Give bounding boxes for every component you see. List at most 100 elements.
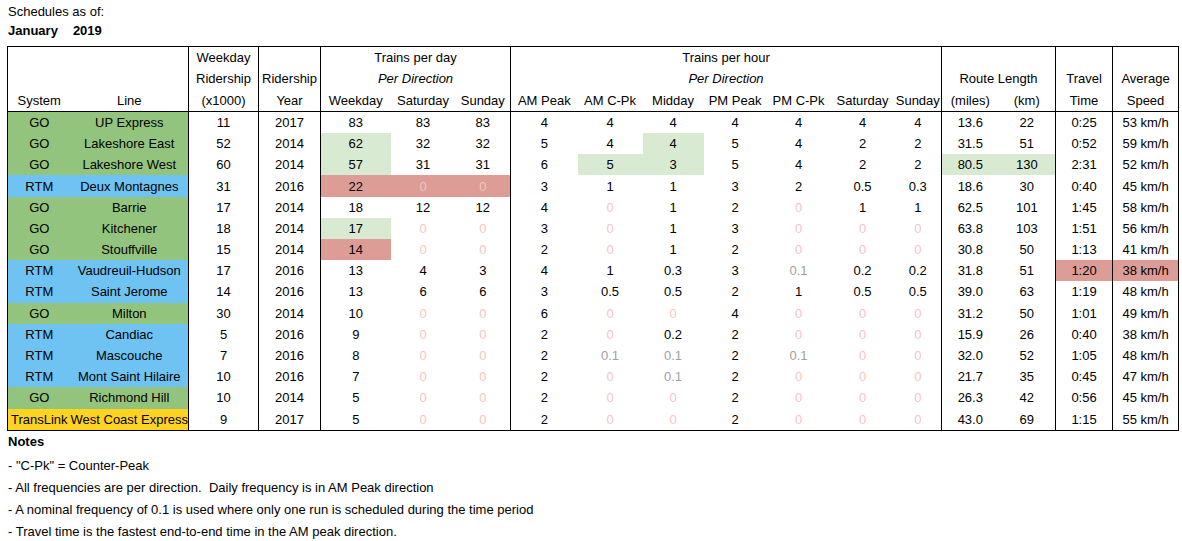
system-cell: RTM [8,366,71,387]
system-cell: TransLink [8,409,71,431]
header-travel-line2: Time [1056,90,1113,112]
data-cell: 2017 [259,409,321,431]
data-cell: 8 [321,345,391,366]
data-cell: 26.3 [942,387,999,408]
system-cell: RTM [8,260,71,281]
data-cell: 22 [321,175,391,196]
data-cell: 0 [578,387,643,408]
header-trains-per-day: Trains per day [321,47,511,69]
data-cell: 7 [321,366,391,387]
data-cell: 5 [578,154,643,175]
data-cell: 9 [321,324,391,345]
data-cell: 62 [321,133,391,154]
table-row: GOLakeshore East522014623232544542231.55… [8,133,1179,154]
data-cell: 1:15 [1056,409,1113,431]
system-cell: GO [8,111,71,133]
data-cell: 0 [391,345,456,366]
data-cell: 83 [321,111,391,133]
header-year-line1: Ridership [259,68,321,89]
line-cell: Stouffville [71,239,189,260]
data-cell: 2 [511,239,578,260]
data-cell: 0 [767,303,831,324]
table-row: GOLakeshore West602014573131653542280.51… [8,154,1179,175]
data-cell: 51 [999,260,1056,281]
table-row: RTMSaint Jerome142016136630.50.5210.50.5… [8,281,1179,302]
line-cell: Deux Montagnes [71,175,189,196]
data-cell: 1:01 [1056,303,1113,324]
header-hour-pm-peak: PM Peak [704,90,767,112]
header-row-1: Weekday Trains per day Trains per hour [8,47,1179,69]
data-cell: 0.2 [831,260,895,281]
header-trains-per-hour: Trains per hour [511,47,942,69]
data-cell: 55 km/h [1113,409,1179,431]
data-cell: 10 [321,303,391,324]
data-cell: 0 [456,345,511,366]
data-cell: 0 [578,324,643,345]
data-cell: 17 [189,197,259,218]
data-cell: 4 [578,111,643,133]
data-cell: 2 [831,133,895,154]
data-cell: 0 [578,303,643,324]
data-cell: 0 [456,387,511,408]
data-cell: 0 [767,324,831,345]
header-blank [1113,47,1179,69]
data-cell: 52 km/h [1113,154,1179,175]
data-cell: 0 [895,239,942,260]
data-cell: 0 [831,303,895,324]
data-cell: 0 [831,218,895,239]
data-cell: 0 [767,218,831,239]
data-cell: 31 [456,154,511,175]
data-cell: 2014 [259,239,321,260]
data-cell: 3 [511,281,578,302]
data-cell: 2 [704,197,767,218]
data-cell: 5 [704,154,767,175]
notes-title: Notes [8,434,533,458]
data-cell: 15 [189,239,259,260]
data-cell: 0:52 [1056,133,1113,154]
data-cell: 2017 [259,111,321,133]
line-cell: Barrie [71,197,189,218]
data-cell: 83 [391,111,456,133]
data-cell: 52 [189,133,259,154]
notes-section: Notes - "C-Pk" = Counter-Peak- All frequ… [8,434,533,541]
data-cell: 0.1 [643,366,704,387]
data-cell: 2016 [259,345,321,366]
data-cell: 0 [456,218,511,239]
data-cell: 2 [704,409,767,431]
system-cell: GO [8,239,71,260]
line-cell: Mascouche [71,345,189,366]
data-cell: 32.0 [942,345,999,366]
data-cell: 80.5 [942,154,999,175]
data-cell: 2016 [259,175,321,196]
data-cell: 3 [704,175,767,196]
data-cell: 49 km/h [1113,303,1179,324]
data-cell: 0 [578,218,643,239]
data-cell: 0 [643,409,704,431]
header-blank [942,47,1056,69]
data-cell: 6 [391,281,456,302]
data-cell: 0.5 [643,281,704,302]
data-cell: 0.1 [767,260,831,281]
data-cell: 13 [321,260,391,281]
data-cell: 1 [643,218,704,239]
header-row-3: System Line (x1000) Year Weekday Saturda… [8,90,1179,112]
data-cell: 2014 [259,154,321,175]
data-cell: 101 [999,197,1056,218]
data-cell: 2014 [259,387,321,408]
data-cell: 0 [895,409,942,431]
data-cell: 0.5 [578,281,643,302]
data-cell: 17 [189,260,259,281]
header-hour-midday: Midday [643,90,704,112]
line-cell: UP Express [71,111,189,133]
line-cell: Lakeshore West [71,154,189,175]
data-cell: 0 [895,303,942,324]
data-cell: 5 [511,133,578,154]
data-cell: 2014 [259,133,321,154]
data-cell: 43.0 [942,409,999,431]
data-cell: 47 km/h [1113,366,1179,387]
data-cell: 1 [578,175,643,196]
note-item: - All frequencies are per direction. Dai… [8,480,533,502]
data-cell: 1:19 [1056,281,1113,302]
data-cell: 0 [456,239,511,260]
data-cell: 45 km/h [1113,175,1179,196]
